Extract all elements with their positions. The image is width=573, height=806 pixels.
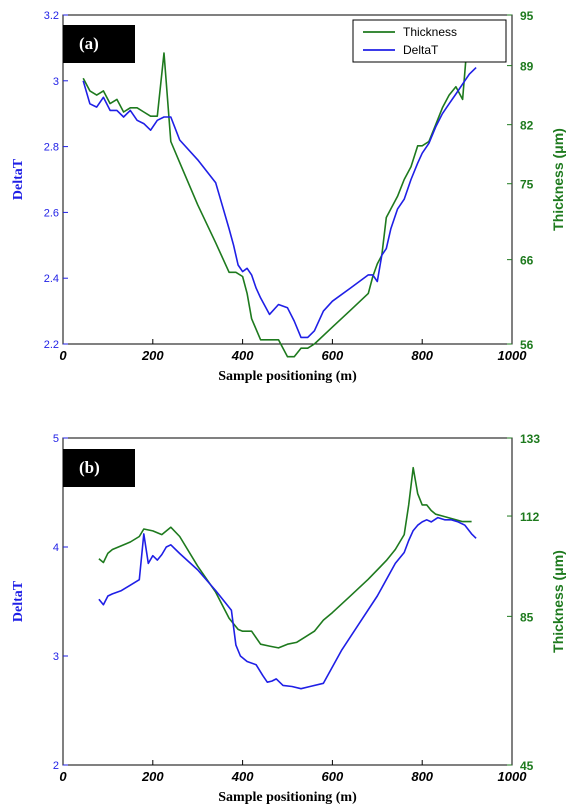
deltat-series-line-a [82,67,477,339]
x-tick-label-a: 1000 [498,348,528,363]
panel-label-b: (b) [63,449,135,487]
x-tick-label-a: 800 [411,348,433,363]
y-right-tick-label-a: 89 [520,60,534,74]
x-tick-label-a: 400 [231,348,254,363]
y-right-axis-label-b: Thickness (μm) [550,550,566,653]
x-tick-label-b: 600 [322,769,344,784]
x-tick-label-b: 800 [411,769,433,784]
x-tick-label-b: 200 [141,769,164,784]
plot-frame-b [62,437,513,766]
x-tick-label-b: 0 [59,769,67,784]
y-left-tick-label-a: 3 [53,76,59,88]
x-tick-label-a: 200 [141,348,164,363]
x-tick-label-a: 600 [322,348,344,363]
x-tick-label-a: 0 [59,348,67,363]
y-left-tick-label-a: 2.2 [44,339,59,351]
thickness-series-line-b [98,466,472,649]
y-left-tick-label-a: 2.6 [44,207,59,219]
y-left-tick-label-a: 2.4 [44,273,59,285]
y-left-axis-label-a: DeltaT [11,158,26,200]
y-right-tick-label-a: 82 [520,119,534,133]
x-tick-label-b: 1000 [498,769,528,784]
plot-frame-a [62,14,513,345]
thickness-series-line-a [82,43,479,358]
y-left-tick-label-a: 2.8 [44,142,59,154]
y-left-axis-label-b: DeltaT [11,580,26,622]
legend-box-a [352,19,507,63]
legend-label-deltat: DeltaT [403,43,439,57]
y-left-tick-label-b: 4 [53,542,59,554]
y-left-tick-label-b: 2 [53,760,59,772]
y-right-tick-label-b: 133 [520,432,540,446]
y-left-tick-label-b: 3 [53,651,59,663]
y-right-tick-label-a: 56 [520,338,534,352]
x-axis-label-a: Sample positioning (m) [218,369,357,384]
x-tick-label-b: 400 [231,769,254,784]
y-right-tick-label-b: 45 [520,759,534,773]
y-right-axis-label-a: Thickness (μm) [550,128,566,231]
x-axis-label-b: Sample positioning (m) [218,790,357,805]
y-right-tick-label-b: 85 [520,610,534,624]
y-right-tick-label-b: 112 [520,510,540,524]
legend-label-thickness: Thickness [403,25,457,39]
y-left-tick-label-a: 3.2 [44,10,59,22]
panel-label-a: (a) [63,25,135,63]
y-left-tick-label-b: 5 [53,433,59,445]
y-right-tick-label-a: 75 [520,178,534,192]
deltat-series-line-b [98,516,477,690]
y-right-tick-label-a: 66 [520,254,534,268]
y-right-tick-label-a: 95 [520,9,534,23]
